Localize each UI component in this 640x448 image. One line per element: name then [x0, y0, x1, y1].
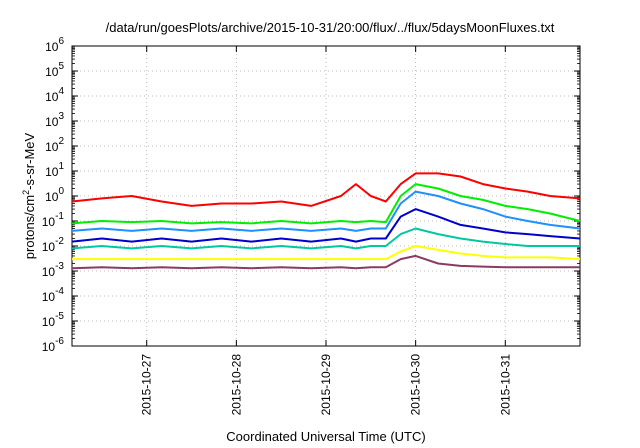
y-tick-label: 10-1	[42, 211, 65, 229]
y-axis-label: protons/cm2-s-sr-MeV	[21, 132, 37, 259]
y-tick-label: 104	[45, 86, 64, 104]
x-axis-ticks: 2015-10-27 2015-10-28 2015-10-29 2015-10-30…	[140, 46, 512, 416]
y-tick-label: 10-5	[42, 311, 65, 329]
y-axis-ticks: 106 105 104 103 102 101 100 10-1 10-2 10-3 10-4 10-…	[42, 36, 580, 354]
grid-lines	[72, 46, 580, 346]
chart-title: /data/run/goesPlots/archive/2015-10-31/2…	[106, 20, 555, 35]
y-tick-label: 10-4	[42, 286, 65, 304]
y-tick-label: 105	[45, 61, 64, 79]
y-tick-label: 101	[45, 161, 64, 179]
y-tick-label: 10-3	[42, 261, 65, 279]
y-tick-label: 102	[45, 136, 64, 154]
y-tick-label: 10-2	[42, 236, 65, 254]
x-tick-label: 2015-10-31	[498, 354, 512, 416]
series-line-3	[71, 190, 581, 232]
series-line-2	[71, 183, 581, 225]
y-tick-label: 106	[45, 36, 64, 54]
x-tick-label: 2015-10-30	[409, 354, 423, 416]
series-line-4	[71, 208, 581, 243]
y-tick-label: 10-6	[42, 336, 65, 354]
series-layer	[71, 172, 581, 270]
series-line-6	[72, 245, 581, 261]
x-axis-label: Coordinated Universal Time (UTC)	[226, 429, 425, 444]
x-tick-label: 2015-10-27	[140, 354, 154, 416]
y-tick-label: 100	[45, 186, 64, 204]
x-tick-label: 2015-10-29	[319, 354, 333, 416]
y-tick-label: 103	[45, 111, 64, 129]
series-line-5	[71, 227, 580, 250]
series-line-7	[71, 254, 580, 270]
series-line-1	[71, 172, 581, 207]
x-tick-label: 2015-10-28	[229, 354, 243, 416]
